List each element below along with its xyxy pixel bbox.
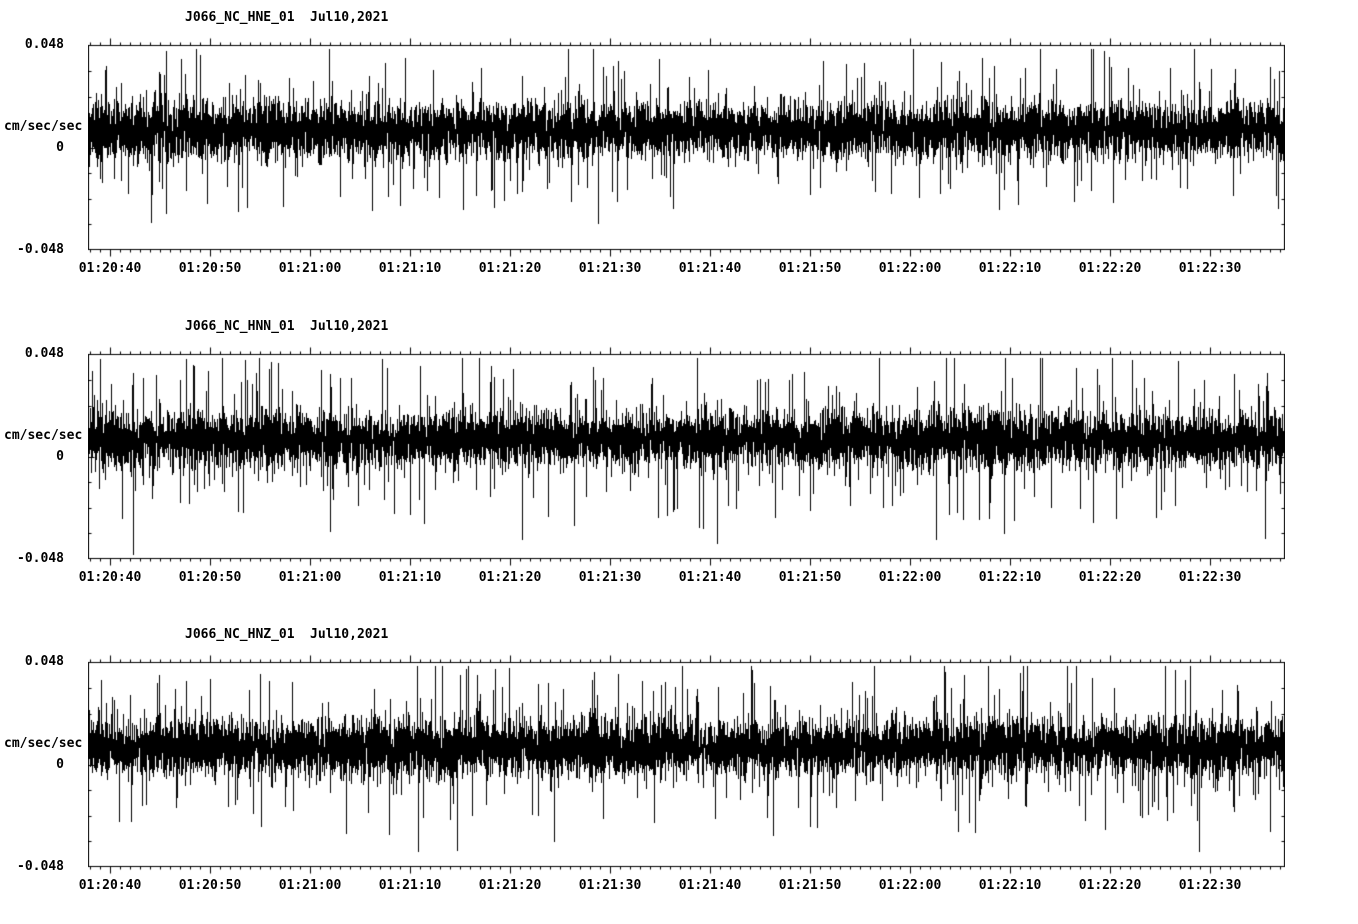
y-zero-label: 0 [56,449,64,464]
time-tick-label: 01:21:10 [378,261,442,276]
y-zero-label: 0 [56,140,64,155]
time-tick-label: 01:22:20 [1078,570,1142,585]
time-tick-label: 01:21:30 [578,261,642,276]
time-tick-label: 01:20:40 [78,878,142,893]
time-tick-label: 01:21:40 [678,878,742,893]
trace-date-label: Jul10,2021 [310,627,389,642]
time-tick-label: 01:21:20 [478,570,542,585]
y-zero-label: 0 [56,757,64,772]
time-tick-label: 01:22:20 [1078,261,1142,276]
waveform-plot-hnn [88,346,1285,567]
trace-title: J066_NC_HNZ_01 Jul10,2021 [0,627,388,643]
y-axis-units-label: cm/sec/sec [4,736,83,751]
time-tick-label: 01:22:00 [878,878,942,893]
time-tick-label: 01:21:40 [678,261,742,276]
trace-id-label: J066_NC_HNN_01 [185,319,295,334]
time-tick-label: 01:21:10 [378,878,442,893]
time-axis-labels: 01:20:40 01:20:50 01:21:00 01:21:10 01:21:20… [0,878,1358,894]
trace-id-label: J066_NC_HNE_01 [185,10,295,25]
time-tick-label: 01:21:00 [278,878,342,893]
time-tick-label: 01:21:50 [778,878,842,893]
y-max-label: 0.048 [24,37,64,52]
time-tick-label: 01:22:00 [878,261,942,276]
time-tick-label: 01:21:30 [578,878,642,893]
seismogram-panel-hnz: J066_NC_HNZ_01 Jul10,2021 0.048 cm/sec/s… [0,625,1358,905]
y-min-label: -0.048 [17,242,64,257]
time-tick-label: 01:22:30 [1178,878,1242,893]
y-max-label: 0.048 [24,346,64,361]
time-tick-label: 01:22:20 [1078,878,1142,893]
seismogram-panel-hnn: J066_NC_HNN_01 Jul10,2021 0.048 cm/sec/s… [0,317,1358,597]
time-tick-label: 01:22:10 [978,570,1042,585]
y-axis-units-label: cm/sec/sec [4,428,83,443]
time-tick-label: 01:20:50 [178,878,242,893]
time-tick-label: 01:22:30 [1178,570,1242,585]
time-axis-labels: 01:20:40 01:20:50 01:21:00 01:21:10 01:21:20… [0,261,1358,277]
trace-title: J066_NC_HNN_01 Jul10,2021 [0,319,388,335]
time-tick-label: 01:22:10 [978,878,1042,893]
time-tick-label: 01:21:20 [478,878,542,893]
time-tick-label: 01:21:00 [278,261,342,276]
trace-id-label: J066_NC_HNZ_01 [185,627,295,642]
time-tick-label: 01:20:40 [78,261,142,276]
waveform-plot-hne [88,37,1285,258]
time-tick-label: 01:21:00 [278,570,342,585]
time-tick-label: 01:20:50 [178,261,242,276]
y-max-label: 0.048 [24,654,64,669]
time-tick-label: 01:22:30 [1178,261,1242,276]
time-tick-label: 01:21:50 [778,261,842,276]
trace-date-label: Jul10,2021 [310,10,389,25]
time-tick-label: 01:21:30 [578,570,642,585]
time-tick-label: 01:22:10 [978,261,1042,276]
time-tick-label: 01:21:20 [478,261,542,276]
time-tick-label: 01:21:10 [378,570,442,585]
trace-title: J066_NC_HNE_01 Jul10,2021 [0,10,388,26]
time-axis-labels: 01:20:40 01:20:50 01:21:00 01:21:10 01:21:20… [0,570,1358,586]
y-axis-units-label: cm/sec/sec [4,119,83,134]
waveform-plot-hnz [88,654,1285,875]
y-min-label: -0.048 [17,859,64,874]
time-tick-label: 01:20:40 [78,570,142,585]
time-tick-label: 01:22:00 [878,570,942,585]
time-tick-label: 01:21:50 [778,570,842,585]
y-min-label: -0.048 [17,551,64,566]
time-tick-label: 01:20:50 [178,570,242,585]
time-tick-label: 01:21:40 [678,570,742,585]
trace-date-label: Jul10,2021 [310,319,389,334]
seismogram-panel-hne: J066_NC_HNE_01 Jul10,2021 0.048 cm/sec/s… [0,8,1358,288]
